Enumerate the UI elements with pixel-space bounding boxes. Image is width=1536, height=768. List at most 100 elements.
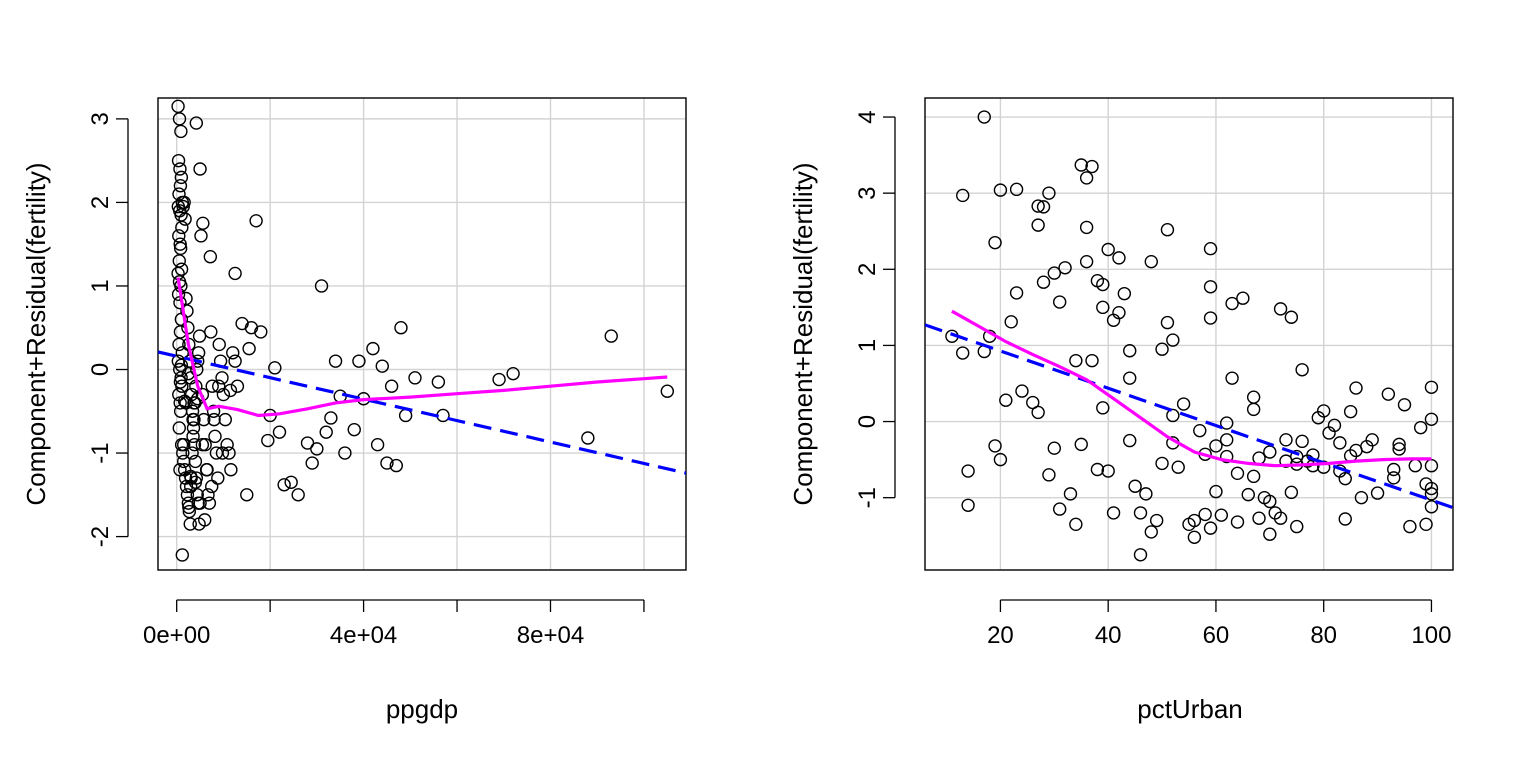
data-point — [993, 183, 1008, 197]
data-point — [956, 346, 970, 360]
data-point — [1144, 525, 1158, 539]
data-point — [186, 412, 200, 427]
data-point — [188, 454, 203, 469]
linear-fit-line-pctUrban — [925, 323, 1453, 510]
data-point — [176, 446, 190, 460]
data-point — [1349, 381, 1363, 395]
data-point — [956, 188, 970, 203]
data-point — [1015, 384, 1029, 398]
data-point — [1004, 315, 1018, 329]
data-point — [1209, 439, 1223, 453]
data-point — [1101, 464, 1115, 478]
data-point — [1333, 436, 1347, 450]
data-point — [492, 372, 506, 387]
data-point — [240, 488, 254, 502]
x-axis-ppgdp: 0e+00 4e+04 8e+04 — [143, 599, 645, 649]
data-point — [1397, 398, 1412, 412]
data-point — [172, 254, 186, 268]
data-point — [220, 437, 234, 452]
data-point — [202, 496, 217, 510]
data-point — [1225, 371, 1239, 385]
data-point — [254, 325, 268, 339]
data-point — [305, 456, 319, 470]
data-point — [228, 266, 242, 281]
data-point — [1252, 451, 1266, 465]
data-point — [1079, 254, 1094, 269]
data-point — [1381, 387, 1396, 401]
data-point — [1160, 315, 1175, 330]
data-point — [205, 379, 219, 393]
data-point — [328, 354, 343, 368]
data-point — [218, 412, 232, 427]
data-point — [174, 358, 189, 373]
data-point — [1290, 519, 1304, 534]
data-point — [1058, 261, 1072, 275]
data-point — [172, 337, 186, 352]
data-point — [205, 479, 219, 494]
data-point — [174, 124, 188, 139]
data-point — [1263, 494, 1277, 509]
data-point — [1079, 171, 1094, 185]
data-point — [192, 329, 207, 343]
data-point — [201, 488, 215, 502]
data-point — [1203, 242, 1218, 256]
data-point — [174, 170, 189, 185]
data-point — [1273, 511, 1288, 525]
data-point — [1392, 437, 1406, 452]
y-tick-label-0: -2 — [87, 526, 114, 547]
data-point — [185, 446, 199, 460]
data-point — [1128, 479, 1142, 493]
data-point — [977, 110, 991, 124]
data-point — [173, 375, 188, 389]
data-point — [1343, 404, 1358, 419]
data-point — [1354, 490, 1369, 505]
data-point — [191, 346, 206, 360]
data-point — [180, 304, 194, 318]
data-point — [1074, 437, 1088, 452]
data-point — [268, 361, 282, 375]
plot-frame-pctUrban — [924, 97, 1454, 571]
data-point — [1155, 456, 1169, 471]
data-point — [1187, 530, 1202, 544]
data-point — [1230, 515, 1245, 529]
data-point — [1009, 182, 1024, 197]
data-point — [1133, 506, 1148, 520]
data-point — [203, 250, 218, 264]
y-tick-label-1: 0 — [854, 415, 881, 428]
data-point — [1031, 199, 1045, 213]
data-point — [300, 436, 315, 450]
y-tick-label-0: -1 — [854, 487, 881, 508]
smooth-line-pctUrban — [951, 309, 1432, 468]
data-point — [1424, 487, 1439, 501]
data-point — [291, 488, 305, 502]
data-point — [352, 354, 366, 368]
data-point — [223, 383, 238, 398]
data-point — [1112, 251, 1126, 265]
data-point — [200, 463, 214, 477]
x-axis-title-ppgdp: ppgdp — [386, 694, 458, 724]
data-point — [347, 422, 361, 437]
data-point — [1273, 302, 1288, 316]
data-point — [1009, 286, 1024, 300]
data-point — [1090, 462, 1105, 477]
data-point — [207, 412, 221, 427]
data-point — [1166, 333, 1180, 347]
data-point — [660, 384, 675, 398]
data-point — [1187, 513, 1202, 528]
data-point — [1236, 291, 1250, 305]
grid-ppgdp — [158, 98, 686, 570]
data-point — [394, 321, 408, 335]
data-point — [186, 429, 200, 444]
y-tick-label-5: 3 — [87, 112, 114, 125]
data-point — [1220, 433, 1234, 447]
data-point — [261, 433, 275, 448]
data-point — [1096, 401, 1110, 415]
x-tick-label-4: 8e+04 — [517, 622, 584, 649]
data-point — [230, 379, 245, 393]
data-point — [1155, 342, 1169, 356]
data-point — [1419, 517, 1433, 532]
data-point — [224, 463, 238, 477]
data-point — [1338, 512, 1352, 526]
data-point — [187, 396, 201, 410]
y-axis-title-pctUrban: Component+Residual(fertility) — [788, 162, 818, 505]
